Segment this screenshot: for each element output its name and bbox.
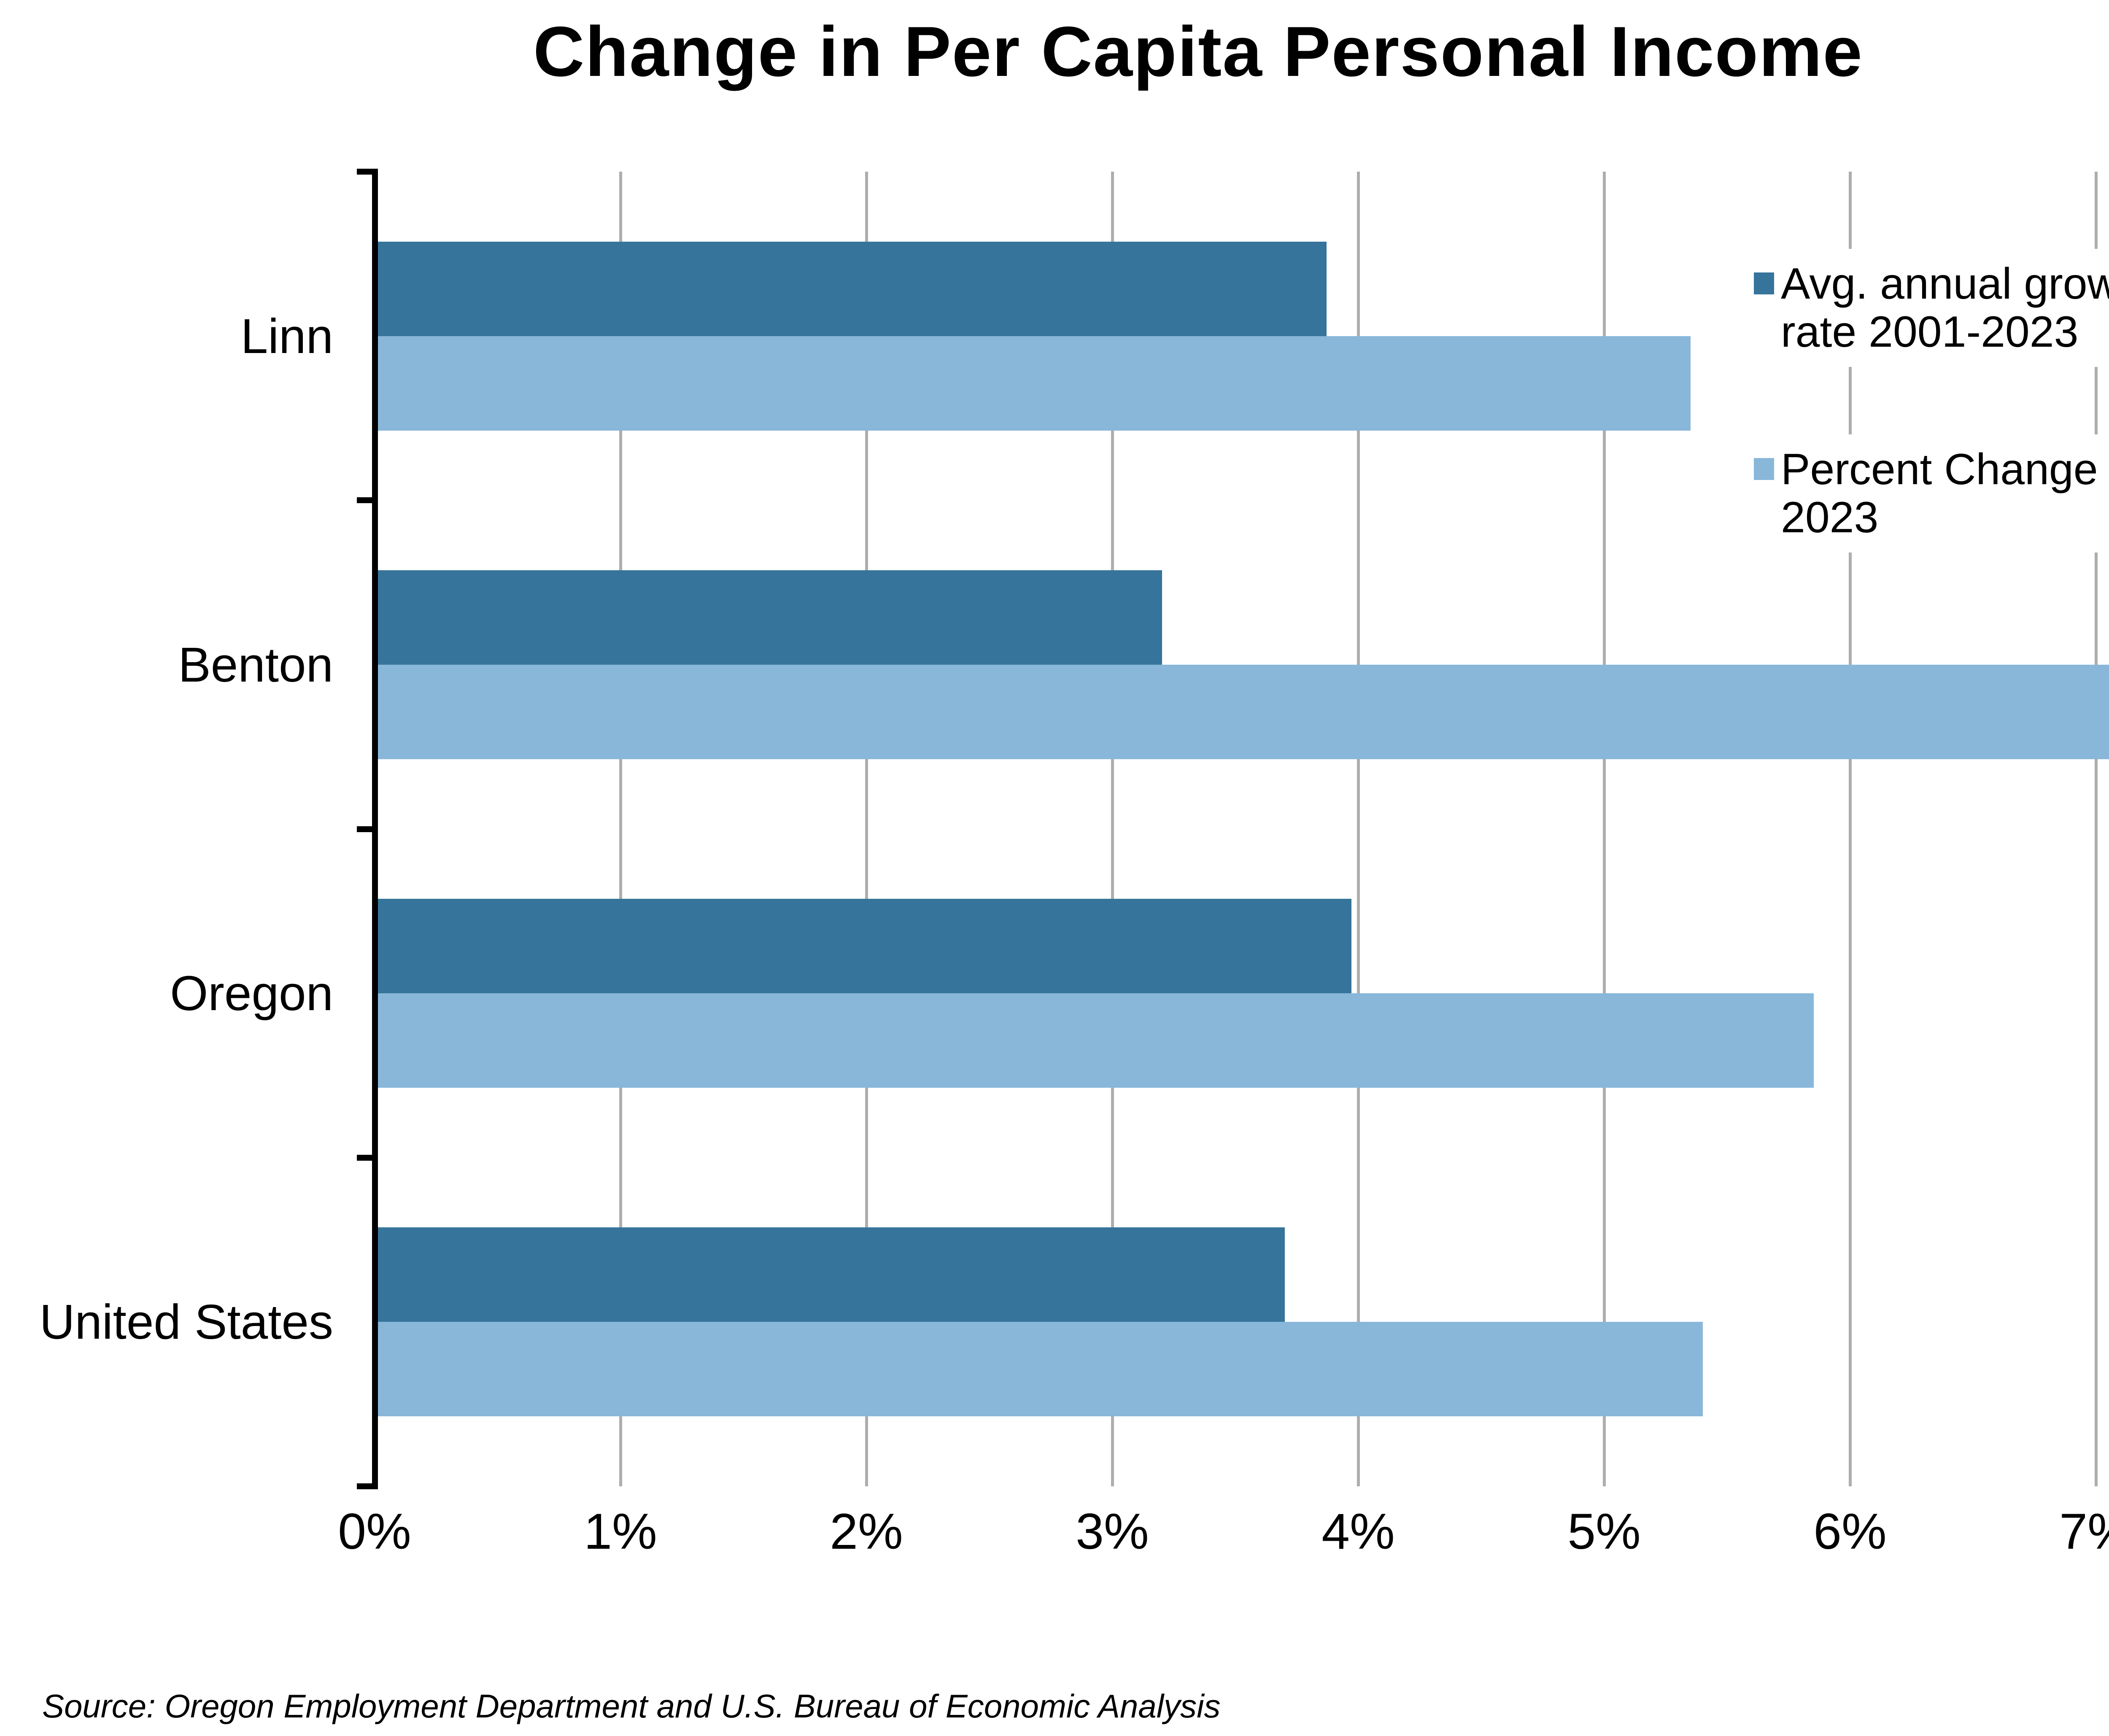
gridline-1pct	[619, 172, 622, 1486]
bar-linn-pct-change	[375, 336, 1691, 431]
bar-oregon-avg-growth	[375, 899, 1351, 994]
source-note: Source: Oregon Employment Department and…	[42, 1687, 1221, 1725]
gridline-4pct	[1357, 172, 1360, 1486]
y-axis-tick-1	[357, 497, 378, 504]
category-label-benton: Benton	[178, 637, 333, 692]
x-tick-label-3: 3%	[1076, 1503, 1149, 1560]
gridline-7pct	[2095, 172, 2098, 1486]
legend-label-line: rate 2001-2023	[1781, 307, 2079, 356]
x-tick-label-0: 0%	[338, 1503, 411, 1560]
gridline-2pct	[865, 172, 868, 1486]
legend-label-pct-change: Percent Change 2022-2023	[1781, 445, 2109, 542]
bar-linn-avg-growth	[375, 241, 1327, 336]
legend-label-line: Avg. annual growth	[1781, 259, 2109, 308]
legend-label-line: Percent Change 2022-	[1781, 445, 2109, 494]
legend-swatch-avg-growth	[1754, 272, 1774, 294]
category-label-oregon: Oregon	[170, 966, 333, 1021]
bar-benton-avg-growth	[375, 570, 1162, 665]
legend-label-avg-growth: Avg. annual growthrate 2001-2023	[1781, 260, 2109, 356]
x-tick-label-4: 4%	[1321, 1503, 1395, 1560]
legend-label-line: 2023	[1781, 493, 1879, 542]
y-axis-tick-4	[357, 1483, 378, 1489]
y-axis-tick-2	[357, 826, 378, 832]
gridline-5pct	[1603, 172, 1606, 1486]
legend-swatch-pct-change	[1754, 458, 1774, 480]
chart-title: Change in Per Capita Personal Income	[533, 12, 1863, 91]
category-label-linn: Linn	[240, 308, 333, 364]
x-tick-label-5: 5%	[1567, 1503, 1641, 1560]
legend-item-avg-growth: Avg. annual growthrate 2001-2023	[1746, 249, 2109, 367]
bar-benton-pct-change	[375, 664, 2109, 759]
y-axis-tick-3	[357, 1154, 378, 1161]
bar-oregon-pct-change	[375, 993, 1814, 1088]
x-tick-label-2: 2%	[830, 1503, 903, 1560]
category-label-united-states: United States	[39, 1294, 333, 1350]
x-tick-label-6: 6%	[1813, 1503, 1887, 1560]
x-tick-label-1: 1%	[584, 1503, 657, 1560]
y-axis-tick-0	[357, 169, 378, 175]
bar-united-states-avg-growth	[375, 1227, 1285, 1322]
bar-united-states-pct-change	[375, 1322, 1703, 1417]
gridline-3pct	[1111, 172, 1114, 1486]
legend-item-pct-change: Percent Change 2022-2023	[1746, 434, 2109, 553]
gridline-6pct	[1849, 172, 1852, 1486]
x-tick-label-7: 7%	[2059, 1503, 2109, 1560]
